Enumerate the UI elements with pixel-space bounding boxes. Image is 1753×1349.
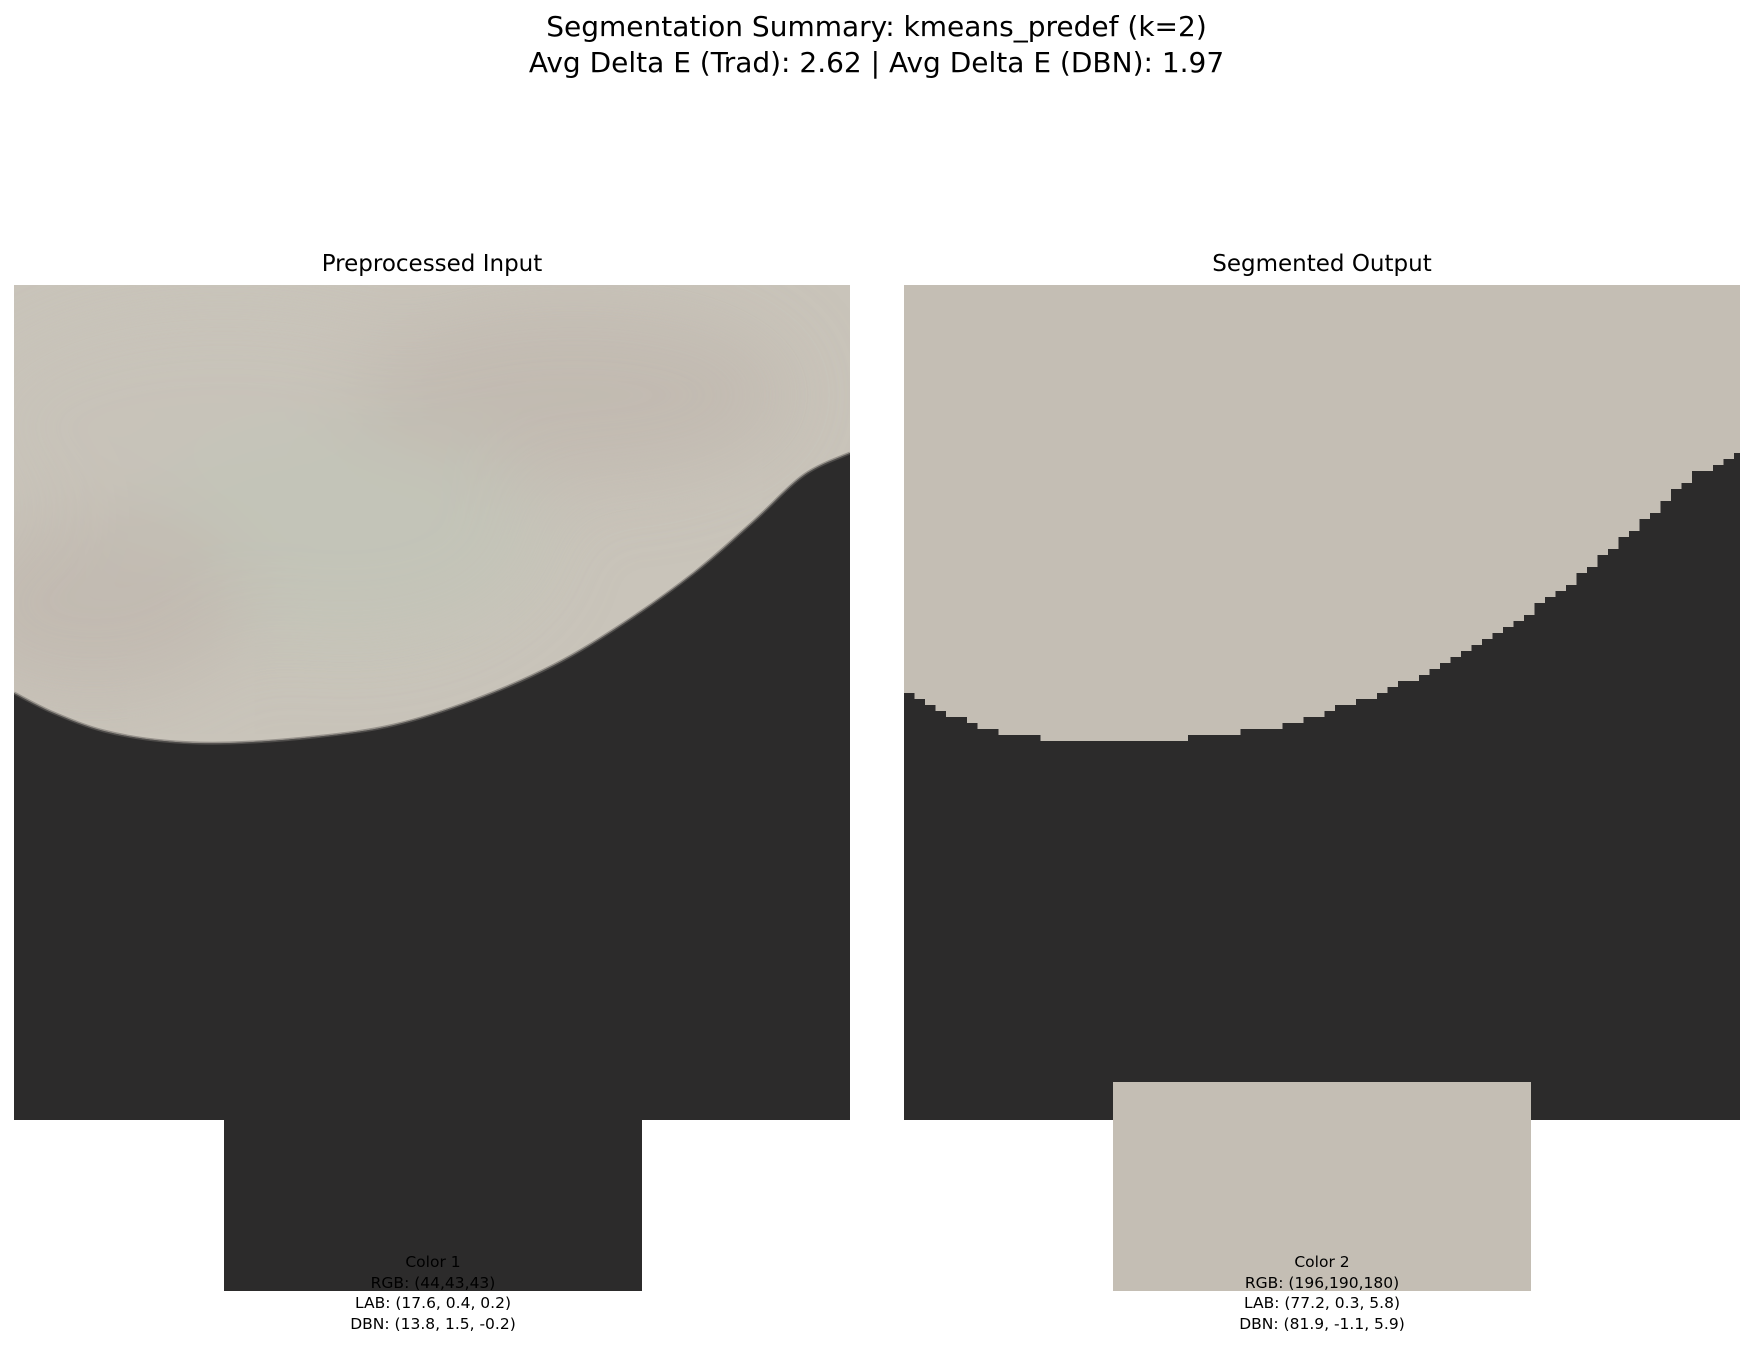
color-swatch-1 (224, 1120, 642, 1291)
input-texture-blotch (144, 425, 544, 645)
color-2-dbn: DBN: (81.9, -1.1, 5.9) (1239, 1314, 1405, 1333)
color-1-dbn: DBN: (13.8, 1.5, -0.2) (350, 1314, 516, 1333)
color-swatch-2 (1113, 1082, 1531, 1291)
color-1-label: Color 1 RGB: (44,43,43) LAB: (17.6, 0.4,… (183, 1252, 683, 1334)
color-2-lab: LAB: (77.2, 0.3, 5.8) (1244, 1294, 1400, 1312)
input-image-panel (14, 285, 850, 1120)
input-texture-blotch (14, 515, 244, 695)
input-panel-title: Preprocessed Input (321, 251, 543, 277)
output-image (904, 285, 1740, 1120)
input-image (14, 285, 850, 1120)
figure-title: Segmentation Summary: kmeans_predef (k=2… (0, 9, 1753, 81)
output-light-region (904, 285, 1740, 741)
color-2-rgb: RGB: (196,190,180) (1244, 1273, 1400, 1292)
color-2-label: Color 2 RGB: (196,190,180) LAB: (77.2, 0… (1072, 1252, 1572, 1334)
output-panel-title: Segmented Output (1212, 251, 1432, 277)
figure-title-line-1: Segmentation Summary: kmeans_predef (k=2… (546, 10, 1207, 43)
output-image-panel (904, 285, 1740, 1120)
figure-title-line-2: Avg Delta E (Trad): 2.62 | Avg Delta E (… (528, 46, 1225, 79)
color-1-rgb: RGB: (44,43,43) (370, 1273, 496, 1292)
input-texture-blotch (354, 305, 794, 485)
color-2-name: Color 2 (1294, 1253, 1350, 1271)
color-1-name: Color 1 (405, 1253, 461, 1271)
input-boundary-edge (14, 451, 850, 745)
color-1-lab: LAB: (17.6, 0.4, 0.2) (355, 1294, 511, 1312)
